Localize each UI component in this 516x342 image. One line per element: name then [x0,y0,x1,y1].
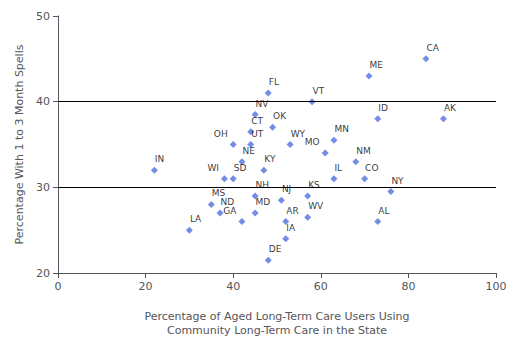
svg-text:NY: NY [391,176,404,186]
svg-text:40: 40 [226,280,240,293]
svg-text:MO: MO [305,137,320,147]
svg-text:ME: ME [369,60,383,70]
svg-text:CA: CA [426,43,439,53]
svg-text:GA: GA [223,206,237,216]
svg-text:60: 60 [314,280,328,293]
svg-text:WV: WV [308,201,324,211]
svg-text:AL: AL [378,206,389,216]
svg-text:CO: CO [365,163,378,173]
svg-text:IL: IL [334,163,342,173]
svg-text:IN: IN [155,154,164,164]
svg-text:VT: VT [313,86,325,96]
svg-text:KS: KS [308,180,320,190]
svg-text:50: 50 [36,10,50,23]
svg-text:IA: IA [286,223,296,233]
svg-text:CT: CT [251,116,263,126]
svg-text:20: 20 [36,267,50,280]
svg-text:KY: KY [264,154,276,164]
svg-text:WY: WY [291,129,306,139]
svg-text:20: 20 [139,280,153,293]
svg-text:LA: LA [190,214,202,224]
svg-text:UT: UT [251,129,264,139]
svg-text:40: 40 [36,95,50,108]
svg-text:AR: AR [286,206,298,216]
svg-text:MS: MS [211,188,226,199]
svg-text:MN: MN [334,124,349,134]
svg-text:Percentage With 1 to 3 Month S: Percentage With 1 to 3 Month Spells [13,44,26,244]
svg-text:AK: AK [444,103,457,113]
svg-text:NM: NM [356,146,371,156]
svg-text:FL: FL [269,77,279,87]
svg-text:ID: ID [378,103,388,113]
svg-text:SD: SD [234,163,247,173]
svg-text:NE: NE [242,146,255,156]
svg-text:WI: WI [207,163,219,173]
svg-text:OH: OH [214,129,228,139]
svg-text:NH: NH [256,180,270,190]
svg-text:30: 30 [36,181,50,194]
svg-text:Percentage of Aged Long-Term C: Percentage of Aged Long-Term Care Users … [144,310,409,323]
svg-text:0: 0 [55,280,62,293]
svg-text:NV: NV [256,99,270,109]
svg-text:NJ: NJ [282,184,291,194]
svg-text:ND: ND [220,197,235,207]
svg-text:DE: DE [269,244,282,254]
svg-text:100: 100 [486,280,507,293]
svg-text:MD: MD [256,197,271,207]
svg-text:OK: OK [273,111,287,121]
svg-text:Community Long-Term Care in th: Community Long-Term Care in the State [167,324,387,337]
svg-text:80: 80 [401,280,415,293]
